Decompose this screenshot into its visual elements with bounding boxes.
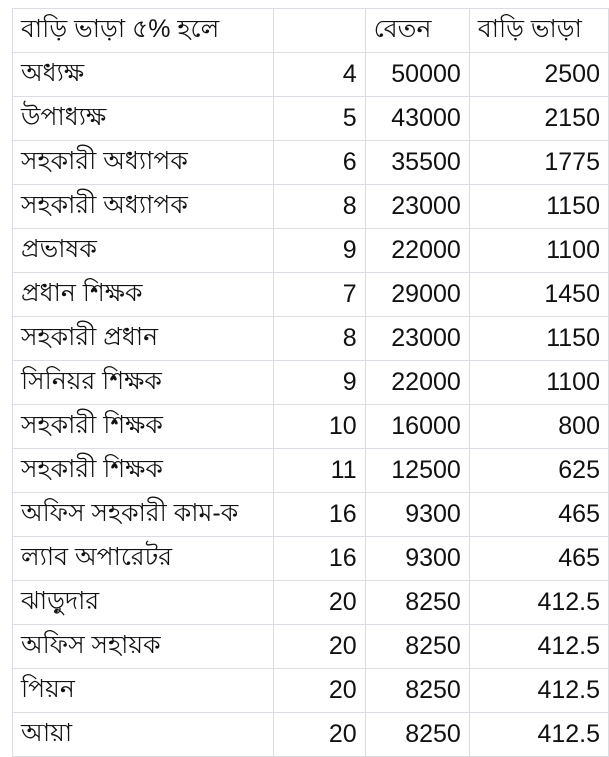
cell-salary[interactable]: 50000 — [364, 52, 470, 97]
cell-post[interactable]: পিয়ন — [12, 668, 274, 713]
cell-salary[interactable]: 43000 — [364, 96, 470, 141]
cell-post[interactable]: ল্যাব অপারেটর — [12, 536, 274, 581]
table-row: ঝাড়ুদার 20 8250 412.5 — [12, 580, 609, 625]
cell-grade[interactable]: 4 — [272, 52, 366, 97]
cell-house-rent[interactable]: 1450 — [468, 272, 609, 317]
table-row: পিয়ন 20 8250 412.5 — [12, 668, 609, 713]
cell-salary[interactable]: 16000 — [364, 404, 470, 449]
cell-house-rent[interactable]: 1775 — [468, 140, 609, 185]
cell-grade[interactable]: 8 — [272, 184, 366, 229]
cell-salary[interactable]: 22000 — [364, 228, 470, 273]
cell-grade[interactable]: 20 — [272, 668, 366, 713]
table-row: সহকারী অধ্যাপক 6 35500 1775 — [12, 140, 609, 185]
cell-grade[interactable]: 20 — [272, 624, 366, 669]
cell-house-rent[interactable]: 1100 — [468, 360, 609, 405]
cell-salary[interactable]: 12500 — [364, 448, 470, 493]
cell-post[interactable]: আয়া — [12, 712, 274, 757]
table-row: সহকারী শিক্ষক 10 16000 800 — [12, 404, 609, 449]
cell-grade[interactable]: 9 — [272, 228, 366, 273]
cell-grade[interactable]: 6 — [272, 140, 366, 185]
cell-salary[interactable]: 35500 — [364, 140, 470, 185]
cell-house-rent[interactable]: 465 — [468, 536, 609, 581]
cell-house-rent[interactable]: 2500 — [468, 52, 609, 97]
cell-grade[interactable]: 5 — [272, 96, 366, 141]
cell-grade[interactable]: 7 — [272, 272, 366, 317]
cell-post[interactable]: ঝাড়ুদার — [12, 580, 274, 625]
cell-salary[interactable]: 8250 — [364, 580, 470, 625]
table-row: অফিস সহায়ক 20 8250 412.5 — [12, 624, 609, 669]
header-cell-house-rent[interactable]: বাড়ি ভাড়া — [468, 8, 609, 53]
cell-grade[interactable]: 16 — [272, 492, 366, 537]
cell-salary[interactable]: 22000 — [364, 360, 470, 405]
cell-post[interactable]: প্রধান শিক্ষক — [12, 272, 274, 317]
header-row: বাড়ি ভাড়া ৫% হলে বেতন বাড়ি ভাড়া — [12, 8, 609, 53]
table-row: অধ্যক্ষ 4 50000 2500 — [12, 52, 609, 97]
spreadsheet-grid: বাড়ি ভাড়া ৫% হলে বেতন বাড়ি ভাড়া অধ্য… — [12, 8, 609, 757]
cell-house-rent[interactable]: 1150 — [468, 184, 609, 229]
cell-grade[interactable]: 9 — [272, 360, 366, 405]
cell-grade[interactable]: 11 — [272, 448, 366, 493]
cell-house-rent[interactable]: 1150 — [468, 316, 609, 361]
cell-grade[interactable]: 10 — [272, 404, 366, 449]
cell-post[interactable]: সহকারী অধ্যাপক — [12, 184, 274, 229]
table-row: সিনিয়র শিক্ষক 9 22000 1100 — [12, 360, 609, 405]
cell-house-rent[interactable]: 800 — [468, 404, 609, 449]
table-row: আয়া 20 8250 412.5 — [12, 712, 609, 757]
cell-post[interactable]: সহকারী শিক্ষক — [12, 448, 274, 493]
header-cell-grade[interactable] — [272, 8, 366, 53]
cell-salary[interactable]: 9300 — [364, 536, 470, 581]
cell-post[interactable]: প্রভাষক — [12, 228, 274, 273]
cell-house-rent[interactable]: 625 — [468, 448, 609, 493]
cell-house-rent[interactable]: 412.5 — [468, 624, 609, 669]
cell-post[interactable]: অফিস সহায়ক — [12, 624, 274, 669]
table-row: অফিস সহকারী কাম-ক 16 9300 465 — [12, 492, 609, 537]
cell-house-rent[interactable]: 465 — [468, 492, 609, 537]
cell-grade[interactable]: 8 — [272, 316, 366, 361]
cell-post[interactable]: অধ্যক্ষ — [12, 52, 274, 97]
cell-house-rent[interactable]: 1100 — [468, 228, 609, 273]
cell-post[interactable]: অফিস সহকারী কাম-ক — [12, 492, 274, 537]
cell-grade[interactable]: 16 — [272, 536, 366, 581]
header-cell-title[interactable]: বাড়ি ভাড়া ৫% হলে — [12, 8, 274, 53]
table-row: সহকারী শিক্ষক 11 12500 625 — [12, 448, 609, 493]
cell-salary[interactable]: 29000 — [364, 272, 470, 317]
cell-grade[interactable]: 20 — [272, 580, 366, 625]
cell-salary[interactable]: 23000 — [364, 316, 470, 361]
cell-salary[interactable]: 8250 — [364, 712, 470, 757]
cell-salary[interactable]: 9300 — [364, 492, 470, 537]
cell-post[interactable]: সহকারী শিক্ষক — [12, 404, 274, 449]
table-row: প্রভাষক 9 22000 1100 — [12, 228, 609, 273]
cell-house-rent[interactable]: 412.5 — [468, 668, 609, 713]
cell-house-rent[interactable]: 412.5 — [468, 712, 609, 757]
cell-post[interactable]: সহকারী অধ্যাপক — [12, 140, 274, 185]
table-row: সহকারী অধ্যাপক 8 23000 1150 — [12, 184, 609, 229]
table-row: উপাধ্যক্ষ 5 43000 2150 — [12, 96, 609, 141]
cell-grade[interactable]: 20 — [272, 712, 366, 757]
cell-post[interactable]: উপাধ্যক্ষ — [12, 96, 274, 141]
table-row: ল্যাব অপারেটর 16 9300 465 — [12, 536, 609, 581]
cell-post[interactable]: সিনিয়র শিক্ষক — [12, 360, 274, 405]
header-cell-salary[interactable]: বেতন — [364, 8, 470, 53]
cell-salary[interactable]: 8250 — [364, 668, 470, 713]
cell-post[interactable]: সহকারী প্রধান — [12, 316, 274, 361]
cell-house-rent[interactable]: 2150 — [468, 96, 609, 141]
table-row: সহকারী প্রধান 8 23000 1150 — [12, 316, 609, 361]
cell-salary[interactable]: 8250 — [364, 624, 470, 669]
table-row: প্রধান শিক্ষক 7 29000 1450 — [12, 272, 609, 317]
cell-salary[interactable]: 23000 — [364, 184, 470, 229]
cell-house-rent[interactable]: 412.5 — [468, 580, 609, 625]
